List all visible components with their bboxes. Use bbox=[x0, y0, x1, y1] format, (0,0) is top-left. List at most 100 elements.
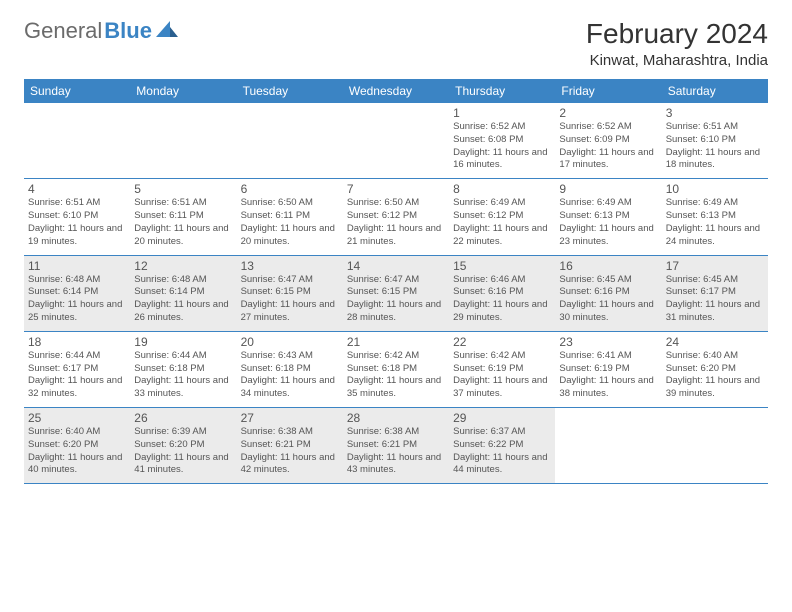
day-header-row: SundayMondayTuesdayWednesdayThursdayFrid… bbox=[24, 79, 768, 103]
day-info: Sunrise: 6:50 AMSunset: 6:11 PMDaylight:… bbox=[241, 197, 339, 248]
day-info: Sunrise: 6:46 AMSunset: 6:16 PMDaylight:… bbox=[453, 274, 551, 325]
calendar-page: General Blue February 2024 Kinwat, Mahar… bbox=[0, 0, 792, 502]
brand-name-2: Blue bbox=[104, 18, 152, 44]
day-number: 27 bbox=[241, 411, 339, 425]
day-info: Sunrise: 6:51 AMSunset: 6:10 PMDaylight:… bbox=[28, 197, 126, 248]
empty-cell bbox=[24, 103, 130, 178]
day-info: Sunrise: 6:45 AMSunset: 6:16 PMDaylight:… bbox=[559, 274, 657, 325]
day-cell: 23Sunrise: 6:41 AMSunset: 6:19 PMDayligh… bbox=[555, 332, 661, 407]
day-number: 14 bbox=[347, 259, 445, 273]
day-cell: 22Sunrise: 6:42 AMSunset: 6:19 PMDayligh… bbox=[449, 332, 555, 407]
day-number: 3 bbox=[666, 106, 764, 120]
day-number: 28 bbox=[347, 411, 445, 425]
day-number: 8 bbox=[453, 182, 551, 196]
day-cell: 27Sunrise: 6:38 AMSunset: 6:21 PMDayligh… bbox=[237, 408, 343, 483]
day-cell: 21Sunrise: 6:42 AMSunset: 6:18 PMDayligh… bbox=[343, 332, 449, 407]
day-number: 7 bbox=[347, 182, 445, 196]
day-header: Sunday bbox=[24, 79, 130, 103]
day-cell: 6Sunrise: 6:50 AMSunset: 6:11 PMDaylight… bbox=[237, 179, 343, 254]
day-number: 29 bbox=[453, 411, 551, 425]
brand-triangle-icon bbox=[156, 21, 178, 42]
day-cell: 5Sunrise: 6:51 AMSunset: 6:11 PMDaylight… bbox=[130, 179, 236, 254]
day-info: Sunrise: 6:49 AMSunset: 6:12 PMDaylight:… bbox=[453, 197, 551, 248]
day-cell: 7Sunrise: 6:50 AMSunset: 6:12 PMDaylight… bbox=[343, 179, 449, 254]
day-info: Sunrise: 6:43 AMSunset: 6:18 PMDaylight:… bbox=[241, 350, 339, 401]
day-header: Tuesday bbox=[237, 79, 343, 103]
day-number: 13 bbox=[241, 259, 339, 273]
page-header: General Blue February 2024 Kinwat, Mahar… bbox=[24, 18, 768, 69]
day-info: Sunrise: 6:38 AMSunset: 6:21 PMDaylight:… bbox=[241, 426, 339, 477]
day-number: 20 bbox=[241, 335, 339, 349]
day-cell: 25Sunrise: 6:40 AMSunset: 6:20 PMDayligh… bbox=[24, 408, 130, 483]
week-row: 11Sunrise: 6:48 AMSunset: 6:14 PMDayligh… bbox=[24, 256, 768, 332]
day-info: Sunrise: 6:51 AMSunset: 6:10 PMDaylight:… bbox=[666, 121, 764, 172]
day-info: Sunrise: 6:48 AMSunset: 6:14 PMDaylight:… bbox=[134, 274, 232, 325]
day-info: Sunrise: 6:51 AMSunset: 6:11 PMDaylight:… bbox=[134, 197, 232, 248]
day-info: Sunrise: 6:38 AMSunset: 6:21 PMDaylight:… bbox=[347, 426, 445, 477]
month-title: February 2024 bbox=[586, 18, 768, 50]
day-number: 12 bbox=[134, 259, 232, 273]
day-info: Sunrise: 6:42 AMSunset: 6:18 PMDaylight:… bbox=[347, 350, 445, 401]
day-cell: 14Sunrise: 6:47 AMSunset: 6:15 PMDayligh… bbox=[343, 256, 449, 331]
day-info: Sunrise: 6:48 AMSunset: 6:14 PMDaylight:… bbox=[28, 274, 126, 325]
day-number: 11 bbox=[28, 259, 126, 273]
day-info: Sunrise: 6:45 AMSunset: 6:17 PMDaylight:… bbox=[666, 274, 764, 325]
day-header: Saturday bbox=[662, 79, 768, 103]
day-info: Sunrise: 6:44 AMSunset: 6:17 PMDaylight:… bbox=[28, 350, 126, 401]
week-row: 1Sunrise: 6:52 AMSunset: 6:08 PMDaylight… bbox=[24, 103, 768, 179]
brand-name-1: General bbox=[24, 18, 102, 44]
day-number: 22 bbox=[453, 335, 551, 349]
day-cell: 28Sunrise: 6:38 AMSunset: 6:21 PMDayligh… bbox=[343, 408, 449, 483]
day-cell: 16Sunrise: 6:45 AMSunset: 6:16 PMDayligh… bbox=[555, 256, 661, 331]
day-header: Thursday bbox=[449, 79, 555, 103]
day-info: Sunrise: 6:49 AMSunset: 6:13 PMDaylight:… bbox=[666, 197, 764, 248]
day-cell: 10Sunrise: 6:49 AMSunset: 6:13 PMDayligh… bbox=[662, 179, 768, 254]
day-header: Monday bbox=[130, 79, 236, 103]
day-number: 26 bbox=[134, 411, 232, 425]
empty-cell bbox=[130, 103, 236, 178]
day-info: Sunrise: 6:39 AMSunset: 6:20 PMDaylight:… bbox=[134, 426, 232, 477]
day-header: Wednesday bbox=[343, 79, 449, 103]
day-info: Sunrise: 6:40 AMSunset: 6:20 PMDaylight:… bbox=[28, 426, 126, 477]
day-cell: 29Sunrise: 6:37 AMSunset: 6:22 PMDayligh… bbox=[449, 408, 555, 483]
day-number: 19 bbox=[134, 335, 232, 349]
day-cell: 4Sunrise: 6:51 AMSunset: 6:10 PMDaylight… bbox=[24, 179, 130, 254]
day-number: 23 bbox=[559, 335, 657, 349]
day-info: Sunrise: 6:42 AMSunset: 6:19 PMDaylight:… bbox=[453, 350, 551, 401]
day-number: 24 bbox=[666, 335, 764, 349]
day-cell: 19Sunrise: 6:44 AMSunset: 6:18 PMDayligh… bbox=[130, 332, 236, 407]
day-info: Sunrise: 6:40 AMSunset: 6:20 PMDaylight:… bbox=[666, 350, 764, 401]
day-number: 25 bbox=[28, 411, 126, 425]
day-info: Sunrise: 6:47 AMSunset: 6:15 PMDaylight:… bbox=[241, 274, 339, 325]
day-number: 10 bbox=[666, 182, 764, 196]
day-cell: 11Sunrise: 6:48 AMSunset: 6:14 PMDayligh… bbox=[24, 256, 130, 331]
day-cell: 12Sunrise: 6:48 AMSunset: 6:14 PMDayligh… bbox=[130, 256, 236, 331]
day-number: 4 bbox=[28, 182, 126, 196]
day-number: 18 bbox=[28, 335, 126, 349]
day-cell: 3Sunrise: 6:51 AMSunset: 6:10 PMDaylight… bbox=[662, 103, 768, 178]
day-cell: 13Sunrise: 6:47 AMSunset: 6:15 PMDayligh… bbox=[237, 256, 343, 331]
week-row: 4Sunrise: 6:51 AMSunset: 6:10 PMDaylight… bbox=[24, 179, 768, 255]
day-header: Friday bbox=[555, 79, 661, 103]
day-cell: 18Sunrise: 6:44 AMSunset: 6:17 PMDayligh… bbox=[24, 332, 130, 407]
day-cell: 1Sunrise: 6:52 AMSunset: 6:08 PMDaylight… bbox=[449, 103, 555, 178]
day-cell: 20Sunrise: 6:43 AMSunset: 6:18 PMDayligh… bbox=[237, 332, 343, 407]
day-number: 9 bbox=[559, 182, 657, 196]
day-cell: 8Sunrise: 6:49 AMSunset: 6:12 PMDaylight… bbox=[449, 179, 555, 254]
day-info: Sunrise: 6:52 AMSunset: 6:08 PMDaylight:… bbox=[453, 121, 551, 172]
day-number: 2 bbox=[559, 106, 657, 120]
day-info: Sunrise: 6:52 AMSunset: 6:09 PMDaylight:… bbox=[559, 121, 657, 172]
day-cell: 26Sunrise: 6:39 AMSunset: 6:20 PMDayligh… bbox=[130, 408, 236, 483]
day-number: 16 bbox=[559, 259, 657, 273]
day-cell: 9Sunrise: 6:49 AMSunset: 6:13 PMDaylight… bbox=[555, 179, 661, 254]
empty-cell bbox=[555, 408, 661, 483]
day-number: 6 bbox=[241, 182, 339, 196]
location-text: Kinwat, Maharashtra, India bbox=[586, 52, 768, 69]
day-cell: 2Sunrise: 6:52 AMSunset: 6:09 PMDaylight… bbox=[555, 103, 661, 178]
day-info: Sunrise: 6:50 AMSunset: 6:12 PMDaylight:… bbox=[347, 197, 445, 248]
week-row: 25Sunrise: 6:40 AMSunset: 6:20 PMDayligh… bbox=[24, 408, 768, 484]
day-number: 21 bbox=[347, 335, 445, 349]
day-cell: 17Sunrise: 6:45 AMSunset: 6:17 PMDayligh… bbox=[662, 256, 768, 331]
day-cell: 24Sunrise: 6:40 AMSunset: 6:20 PMDayligh… bbox=[662, 332, 768, 407]
day-info: Sunrise: 6:44 AMSunset: 6:18 PMDaylight:… bbox=[134, 350, 232, 401]
